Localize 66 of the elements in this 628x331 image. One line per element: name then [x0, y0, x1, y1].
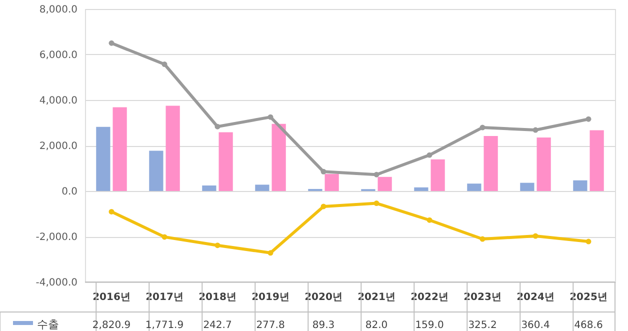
- x-tick-label: 2024년: [516, 292, 554, 303]
- y-tick-label: -2,000.0: [36, 232, 78, 243]
- point: [374, 200, 380, 206]
- point: [108, 208, 114, 214]
- y-tick-label: 0.0: [62, 186, 78, 198]
- x-tick-label: 2018년: [198, 292, 236, 303]
- data-label: 468.6: [574, 320, 603, 331]
- point: [374, 172, 380, 178]
- bar: [590, 130, 604, 191]
- y-tick-label: 8,000.0: [39, 4, 78, 16]
- point: [108, 40, 114, 46]
- point: [214, 124, 220, 130]
- bar: [573, 180, 588, 191]
- data-label: 325.2: [468, 320, 497, 331]
- point: [586, 238, 592, 244]
- point: [480, 124, 486, 130]
- x-tick-label: 2020년: [304, 292, 342, 303]
- y-tick-label: 2,000.0: [39, 141, 78, 152]
- point: [214, 242, 220, 248]
- bar: [430, 159, 445, 191]
- point: [586, 116, 592, 122]
- bar: [272, 124, 286, 191]
- bar: [166, 106, 180, 191]
- point: [268, 250, 274, 256]
- point: [320, 204, 326, 210]
- y-tick-label: 4,000.0: [39, 96, 78, 106]
- bar: [484, 136, 498, 191]
- point: [162, 62, 168, 68]
- point: [480, 236, 486, 242]
- x-tick-label: 2022년: [410, 292, 448, 303]
- bar: [96, 126, 110, 191]
- point: [268, 114, 274, 120]
- point: [320, 168, 326, 174]
- bar: [112, 107, 127, 191]
- bar: [467, 184, 482, 191]
- bar: [255, 184, 270, 191]
- bar: [520, 182, 534, 191]
- data-label: 89.3: [312, 320, 335, 331]
- x-tick-label: 2023년: [464, 292, 502, 303]
- x-tick-label: 2025년: [570, 292, 608, 303]
- legend-label: 수출: [37, 318, 59, 331]
- data-label: 242.7: [203, 320, 232, 331]
- point: [532, 233, 538, 239]
- bar: [202, 185, 216, 191]
- x-tick-label: 2016년: [92, 292, 130, 303]
- data-label: 159.0: [415, 320, 444, 331]
- bar: [536, 138, 551, 191]
- point: [426, 217, 432, 223]
- point: [162, 234, 168, 240]
- data-label: 1,771.9: [145, 320, 184, 331]
- data-label: 277.8: [256, 320, 285, 331]
- x-tick-label: 2017년: [146, 292, 184, 303]
- point: [532, 127, 538, 133]
- point: [426, 152, 432, 158]
- y-tick-label: 6,000.0: [39, 50, 78, 61]
- x-tick-label: 2021년: [358, 292, 396, 303]
- bar: [414, 187, 428, 191]
- bar: [218, 132, 233, 191]
- data-label: 2,820.9: [92, 320, 131, 331]
- x-tick-label: 2019년: [252, 292, 290, 303]
- bar: [324, 174, 339, 191]
- data-label: 82.0: [365, 320, 388, 331]
- y-tick-label: -4,000.0: [36, 278, 78, 288]
- bar: [378, 176, 392, 191]
- data-label: 360.4: [521, 320, 550, 331]
- bar: [149, 150, 164, 191]
